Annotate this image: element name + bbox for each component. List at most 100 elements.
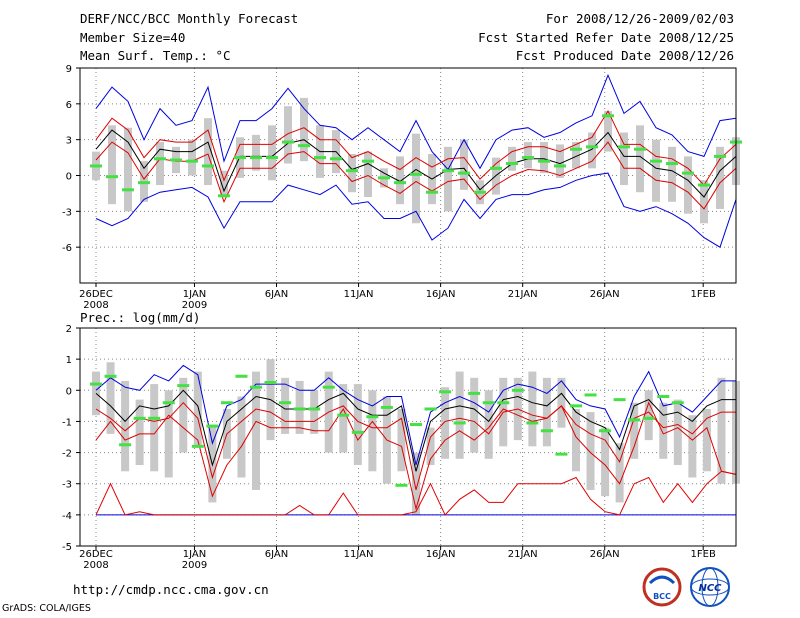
observed-marker bbox=[410, 423, 422, 427]
x-tick-label: 21JAN bbox=[508, 549, 538, 560]
observed-marker bbox=[138, 181, 150, 185]
source-url[interactable]: http://cmdp.ncc.cma.gov.cn bbox=[73, 582, 269, 597]
observed-marker bbox=[474, 190, 486, 194]
observed-marker bbox=[522, 156, 534, 160]
ensemble-box bbox=[364, 151, 372, 197]
ensemble-box bbox=[368, 390, 377, 472]
plot-frame bbox=[79, 327, 737, 547]
x-tick-sublabel: 2008 bbox=[83, 560, 108, 571]
ensemble-box bbox=[220, 170, 228, 197]
ensemble-box bbox=[396, 156, 404, 205]
observed-marker bbox=[119, 443, 132, 447]
observed-marker bbox=[424, 407, 437, 411]
bcc-logo: BCC bbox=[642, 567, 682, 607]
member-size-label: Member Size=40 bbox=[80, 30, 186, 45]
observed-marker bbox=[104, 374, 117, 378]
ensemble-box bbox=[716, 146, 724, 209]
x-tick-label: 26DEC bbox=[79, 549, 113, 560]
observed-marker bbox=[308, 407, 321, 411]
observed-marker bbox=[482, 401, 495, 405]
ensemble-box bbox=[702, 408, 711, 472]
ensemble-box bbox=[179, 377, 188, 453]
ensemble-box bbox=[455, 371, 464, 459]
observed-marker bbox=[202, 164, 214, 168]
observed-marker bbox=[362, 159, 374, 163]
bcc-ncc-logos: BCC NCC bbox=[642, 567, 730, 607]
ensemble-box bbox=[412, 133, 420, 224]
ensemble-box bbox=[108, 125, 116, 205]
ncc-logo: NCC bbox=[690, 567, 730, 607]
x-tick-label: 1JAN bbox=[183, 549, 206, 560]
ensemble-box bbox=[300, 97, 308, 162]
observed-marker bbox=[613, 398, 626, 402]
x-tick-label: 1FEB bbox=[691, 549, 716, 560]
x-tick-label: 16JAN bbox=[426, 549, 456, 560]
y-tick-label: -6 bbox=[62, 243, 72, 254]
ensemble-box bbox=[135, 399, 144, 466]
ensemble-box bbox=[684, 156, 692, 214]
y-tick-label: 9 bbox=[66, 64, 72, 75]
ensemble-box bbox=[673, 399, 682, 466]
observed-marker bbox=[378, 176, 390, 180]
ensemble-box bbox=[620, 132, 628, 186]
observed-marker bbox=[584, 393, 597, 397]
ensemble-box bbox=[586, 412, 595, 490]
observed-marker bbox=[394, 181, 406, 185]
ensemble-box bbox=[572, 408, 580, 472]
observed-marker bbox=[90, 164, 102, 168]
y-tick-label: -5 bbox=[62, 542, 72, 553]
ensemble-box bbox=[601, 427, 610, 497]
observed-marker bbox=[442, 169, 454, 173]
ensemble-box bbox=[268, 125, 276, 181]
ncc-logo-text: NCC bbox=[698, 583, 722, 594]
ensemble-box bbox=[636, 125, 644, 193]
ensemble-box bbox=[156, 142, 164, 186]
observed-marker bbox=[511, 388, 524, 392]
ensemble-box bbox=[188, 139, 196, 176]
x-tick-label: 1FEB bbox=[691, 289, 716, 300]
observed-marker bbox=[540, 429, 553, 433]
panel-title: Prec.: log(mm/d) bbox=[80, 310, 200, 325]
ensemble-box bbox=[484, 390, 493, 459]
x-tick-label: 26JAN bbox=[590, 549, 620, 560]
x-tick-label: 21JAN bbox=[508, 289, 538, 300]
ensemble-box bbox=[615, 443, 624, 503]
observed-marker bbox=[410, 172, 422, 176]
observed-marker bbox=[458, 171, 470, 175]
x-tick-label: 11JAN bbox=[344, 289, 374, 300]
observed-marker bbox=[586, 145, 598, 149]
observed-marker bbox=[395, 483, 408, 487]
forecast-period: For 2008/12/26-2009/02/03 bbox=[545, 11, 734, 26]
variable-label: Mean Surf. Temp.: °C bbox=[80, 48, 231, 63]
ensemble-box bbox=[557, 377, 566, 428]
ensemble-box bbox=[426, 427, 435, 466]
observed-marker bbox=[177, 384, 190, 388]
ensemble-mean-line bbox=[95, 129, 737, 198]
observed-marker bbox=[453, 421, 466, 425]
ensemble-box bbox=[150, 384, 159, 472]
observed-marker bbox=[490, 166, 502, 170]
observed-marker bbox=[330, 157, 342, 161]
lower-inner-line bbox=[95, 401, 737, 511]
y-tick-label: 3 bbox=[66, 136, 72, 147]
y-tick-label: 1 bbox=[66, 355, 72, 366]
observed-marker bbox=[250, 156, 262, 160]
observed-marker bbox=[526, 421, 539, 425]
ensemble-box bbox=[252, 371, 260, 490]
x-tick-label: 26DEC bbox=[79, 289, 113, 300]
observed-marker bbox=[570, 404, 582, 408]
y-tick-label: 2 bbox=[66, 324, 72, 335]
observed-marker bbox=[506, 162, 518, 166]
x-tick-sublabel: 2008 bbox=[83, 300, 108, 311]
ensemble-box bbox=[572, 142, 580, 169]
ensemble-box bbox=[542, 377, 551, 447]
observed-marker bbox=[218, 194, 230, 198]
observed-marker bbox=[206, 424, 219, 428]
y-tick-label: 6 bbox=[66, 100, 72, 111]
x-tick-label: 6JAN bbox=[265, 289, 288, 300]
observed-marker bbox=[602, 114, 614, 118]
observed-marker bbox=[133, 416, 146, 420]
x-tick-label: 16JAN bbox=[426, 289, 456, 300]
